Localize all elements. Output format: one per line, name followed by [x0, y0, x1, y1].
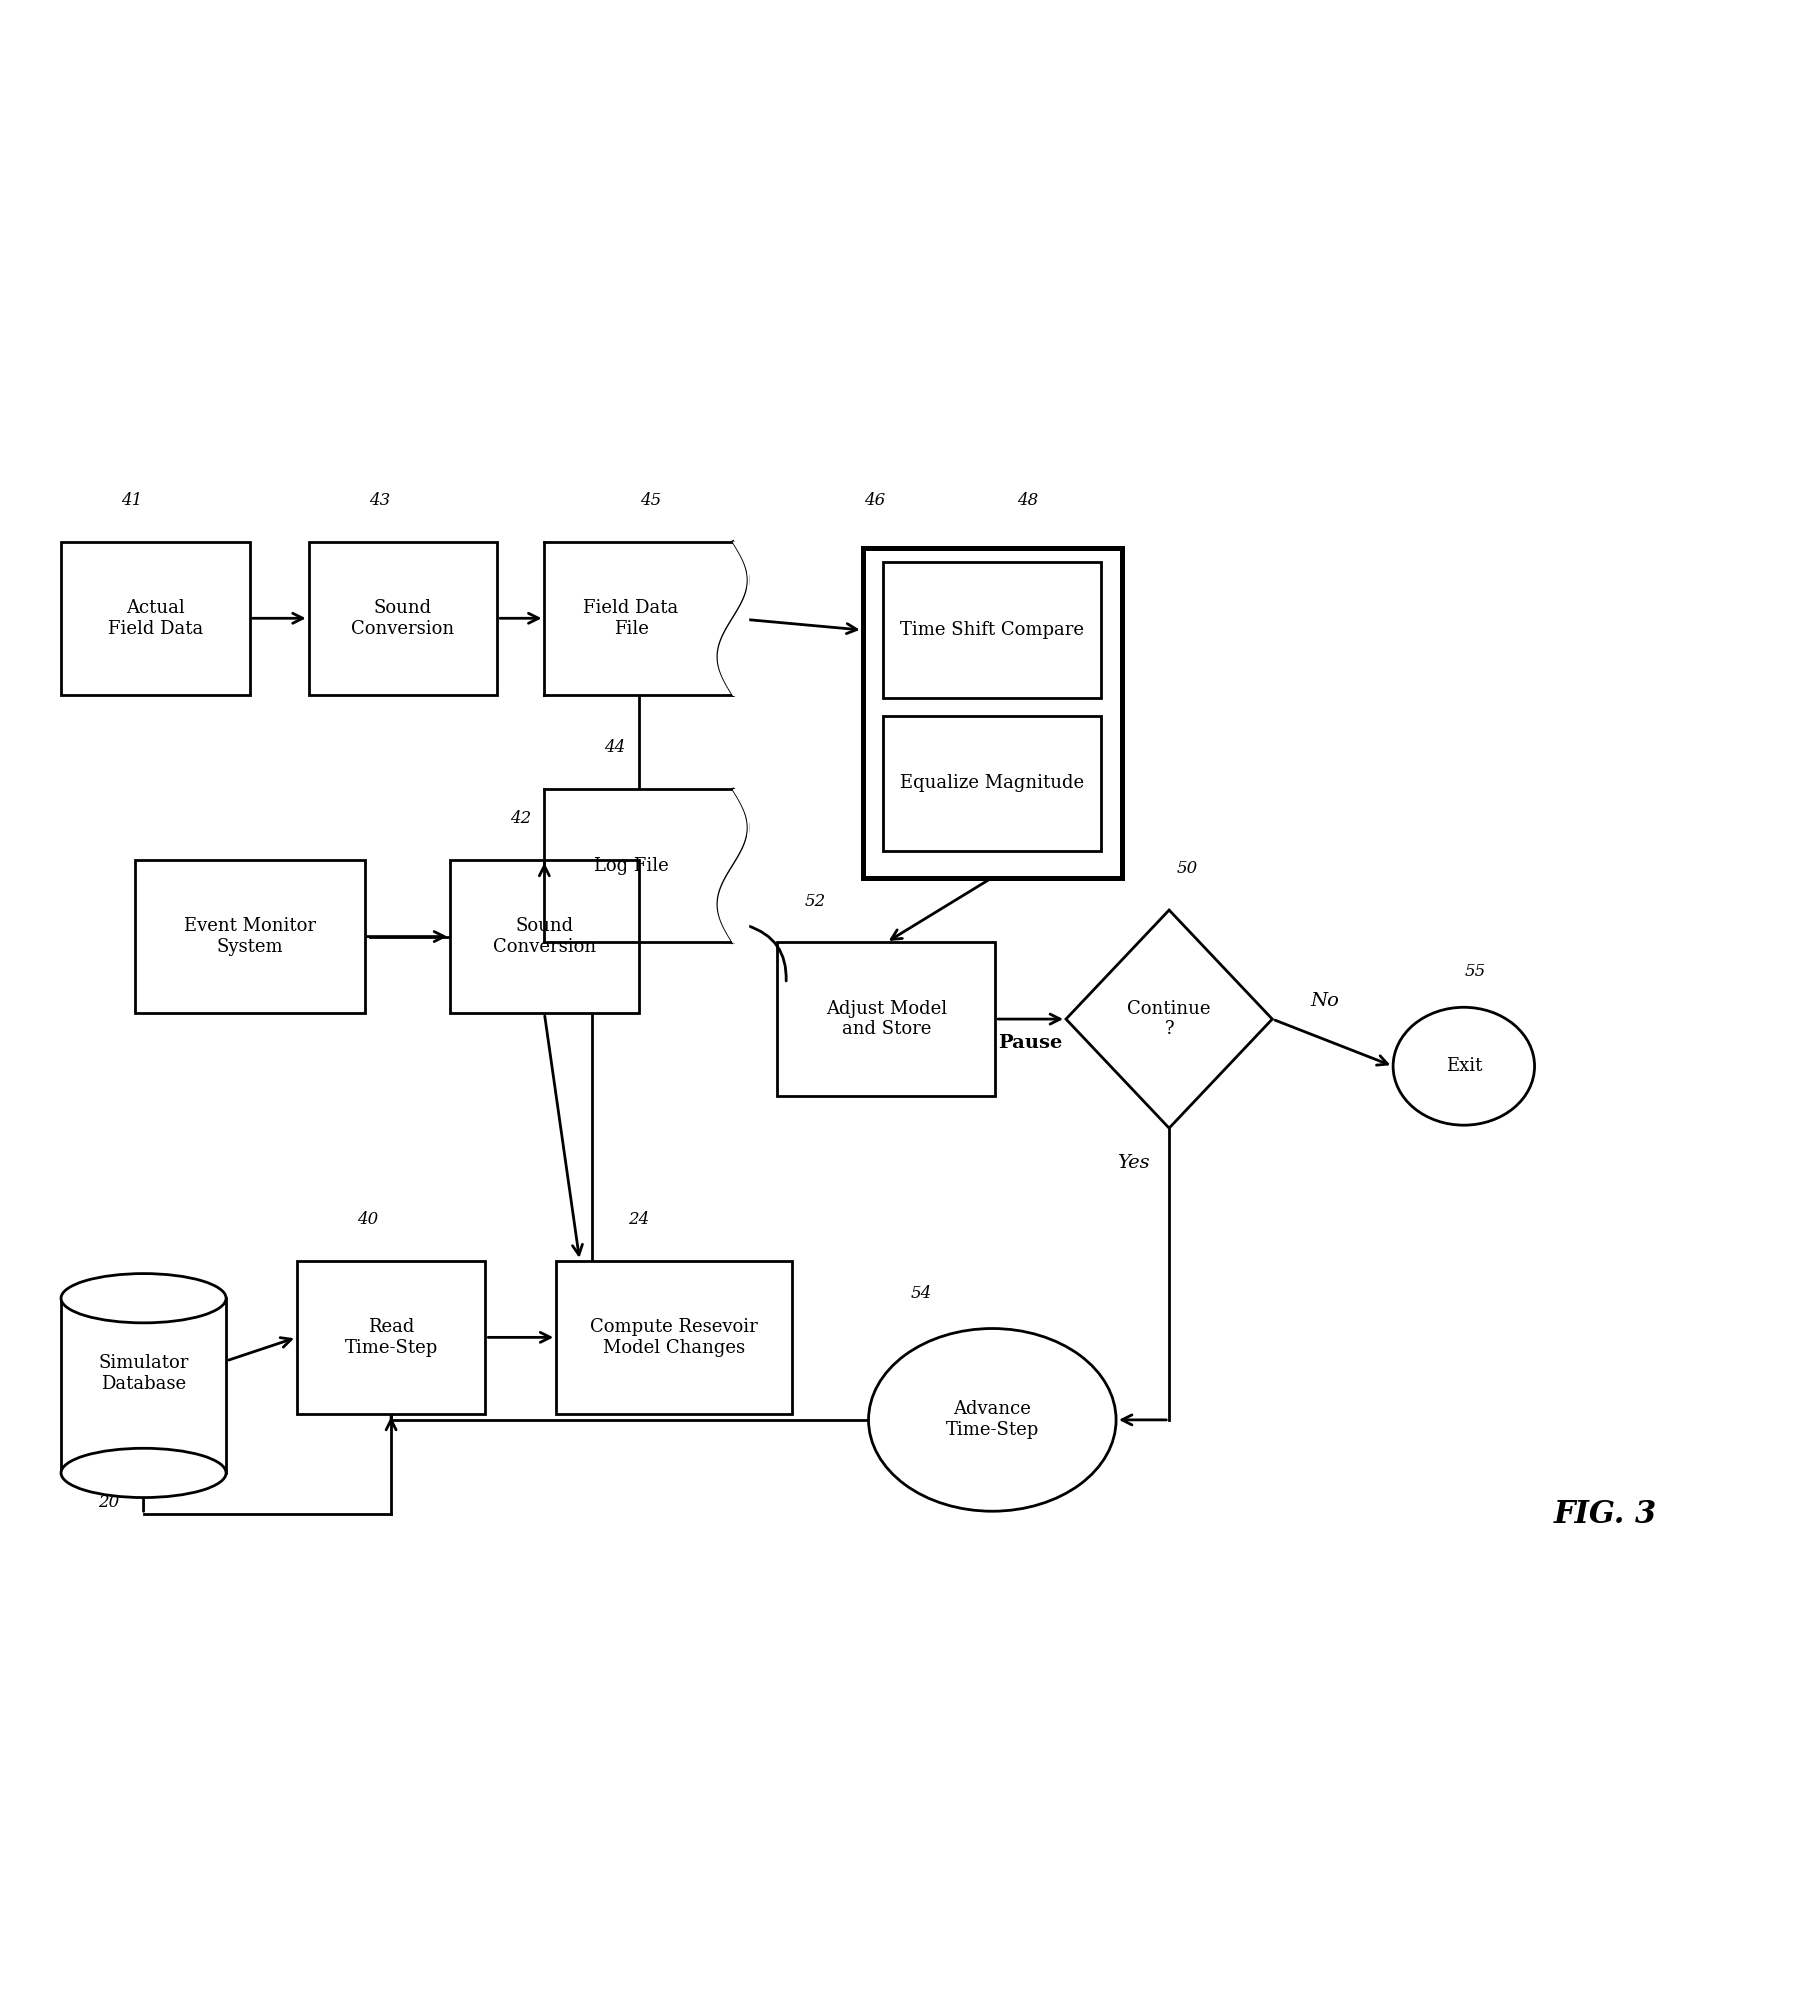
Text: Compute Resevoir
Model Changes: Compute Resevoir Model Changes	[591, 1318, 758, 1356]
Text: 43: 43	[368, 492, 390, 510]
Text: 48: 48	[1017, 492, 1038, 510]
Text: 52: 52	[805, 892, 826, 910]
Bar	[61, 542, 250, 695]
Ellipse shape	[61, 1447, 226, 1497]
Text: Simulator
Database: Simulator Database	[99, 1354, 189, 1392]
Text: Equalize Magnitude: Equalize Magnitude	[900, 774, 1085, 792]
Text: 46: 46	[864, 492, 885, 510]
Text: No: No	[1311, 992, 1340, 1009]
Text: 55: 55	[1466, 964, 1487, 980]
Bar	[451, 860, 639, 1013]
Text: Event Monitor
System: Event Monitor System	[183, 918, 316, 956]
Text: Log File: Log File	[594, 856, 668, 874]
Text: Continue
?: Continue ?	[1128, 999, 1211, 1039]
Bar	[309, 542, 497, 695]
Text: 44: 44	[605, 739, 625, 757]
Text: 26: 26	[722, 904, 744, 922]
Ellipse shape	[61, 1274, 226, 1322]
Bar	[884, 715, 1101, 850]
Polygon shape	[544, 788, 733, 942]
Text: Sound
Conversion: Sound Conversion	[352, 599, 454, 637]
Text: Field Data
File: Field Data File	[584, 599, 679, 637]
Text: 24: 24	[629, 1211, 650, 1228]
Text: Exit: Exit	[1446, 1057, 1482, 1075]
Text: 45: 45	[639, 492, 661, 510]
Text: FIG. 3: FIG. 3	[1554, 1499, 1658, 1529]
Polygon shape	[544, 542, 733, 695]
Bar	[135, 860, 365, 1013]
Ellipse shape	[869, 1328, 1115, 1511]
Polygon shape	[1067, 910, 1272, 1129]
Text: 42: 42	[510, 810, 532, 826]
Text: Read
Time-Step: Read Time-Step	[345, 1318, 438, 1356]
Text: Sound
Conversion: Sound Conversion	[492, 918, 596, 956]
Text: Time Shift Compare: Time Shift Compare	[900, 621, 1085, 639]
Ellipse shape	[1394, 1007, 1534, 1125]
Bar	[884, 561, 1101, 699]
Bar	[557, 1260, 792, 1414]
Text: 40: 40	[357, 1211, 379, 1228]
Text: Actual
Field Data: Actual Field Data	[108, 599, 203, 637]
Text: 41: 41	[120, 492, 142, 510]
Bar	[778, 942, 995, 1095]
Bar	[296, 1260, 485, 1414]
Text: 20: 20	[97, 1493, 119, 1511]
Text: 54: 54	[911, 1284, 932, 1302]
Text: Pause: Pause	[999, 1033, 1063, 1051]
Text: Advance
Time-Step: Advance Time-Step	[946, 1400, 1038, 1439]
Bar	[61, 1298, 226, 1473]
Text: Yes: Yes	[1117, 1155, 1149, 1173]
Bar	[862, 548, 1122, 878]
Text: 50: 50	[1176, 860, 1198, 878]
Text: Adjust Model
and Store: Adjust Model and Store	[826, 999, 946, 1039]
